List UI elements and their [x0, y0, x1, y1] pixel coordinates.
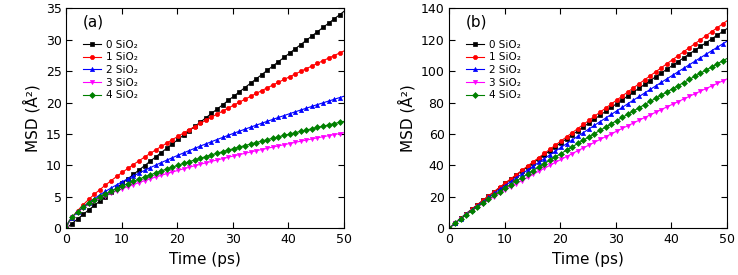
0 SiO₂	[62, 227, 71, 230]
2 SiO₂	[519, 171, 528, 175]
2 SiO₂	[497, 187, 506, 190]
2 SiO₂	[136, 171, 145, 174]
3 SiO₂	[79, 206, 88, 210]
2 SiO₂	[79, 205, 88, 209]
2 SiO₂	[723, 40, 731, 43]
2 SiO₂	[456, 217, 465, 220]
0 SiO₂	[339, 10, 348, 13]
2 SiO₂	[62, 227, 71, 230]
2 SiO₂	[708, 48, 717, 52]
3 SiO₂	[723, 77, 731, 81]
1 SiO₂	[136, 158, 145, 161]
Y-axis label: MSD (Å²): MSD (Å²)	[398, 84, 415, 152]
1 SiO₂	[723, 19, 731, 23]
Line: 3 SiO₂: 3 SiO₂	[447, 77, 729, 230]
3 SiO₂	[699, 88, 708, 92]
Line: 2 SiO₂: 2 SiO₂	[447, 39, 729, 230]
1 SiO₂	[325, 56, 334, 59]
Text: (b): (b)	[466, 15, 488, 30]
0 SiO₂	[519, 168, 528, 172]
4 SiO₂	[316, 125, 325, 128]
2 SiO₂	[73, 210, 82, 214]
Legend: 0 SiO₂, 1 SiO₂, 2 SiO₂, 3 SiO₂, 4 SiO₂: 0 SiO₂, 1 SiO₂, 2 SiO₂, 3 SiO₂, 4 SiO₂	[83, 40, 137, 100]
0 SiO₂	[114, 185, 123, 188]
0 SiO₂	[723, 27, 731, 30]
Line: 4 SiO₂: 4 SiO₂	[64, 119, 346, 230]
3 SiO₂	[136, 180, 145, 184]
0 SiO₂	[325, 20, 334, 24]
1 SiO₂	[62, 227, 71, 230]
4 SiO₂	[445, 227, 454, 230]
X-axis label: Time (ps): Time (ps)	[169, 252, 241, 267]
4 SiO₂	[73, 210, 82, 213]
3 SiO₂	[316, 136, 325, 139]
2 SiO₂	[325, 99, 334, 102]
3 SiO₂	[708, 84, 717, 87]
Y-axis label: MSD (Å²): MSD (Å²)	[23, 84, 40, 152]
4 SiO₂	[519, 175, 528, 178]
2 SiO₂	[316, 102, 325, 105]
2 SiO₂	[445, 227, 454, 230]
1 SiO₂	[699, 36, 708, 39]
0 SiO₂	[497, 185, 506, 188]
4 SiO₂	[325, 123, 334, 126]
0 SiO₂	[316, 28, 325, 31]
0 SiO₂	[456, 216, 465, 220]
3 SiO₂	[339, 131, 348, 134]
4 SiO₂	[456, 217, 465, 221]
1 SiO₂	[519, 167, 528, 171]
1 SiO₂	[708, 29, 717, 32]
Line: 4 SiO₂: 4 SiO₂	[447, 56, 729, 230]
0 SiO₂	[699, 43, 708, 46]
Legend: 0 SiO₂, 1 SiO₂, 2 SiO₂, 3 SiO₂, 4 SiO₂: 0 SiO₂, 1 SiO₂, 2 SiO₂, 3 SiO₂, 4 SiO₂	[466, 40, 520, 100]
3 SiO₂	[519, 178, 528, 182]
2 SiO₂	[462, 213, 471, 216]
4 SiO₂	[497, 189, 506, 192]
3 SiO₂	[456, 217, 465, 220]
3 SiO₂	[325, 134, 334, 137]
0 SiO₂	[462, 212, 471, 215]
4 SiO₂	[136, 177, 145, 180]
1 SiO₂	[114, 174, 123, 177]
Line: 0 SiO₂: 0 SiO₂	[447, 27, 729, 230]
X-axis label: Time (ps): Time (ps)	[552, 252, 624, 267]
4 SiO₂	[79, 206, 88, 209]
4 SiO₂	[462, 213, 471, 216]
3 SiO₂	[445, 227, 454, 230]
1 SiO₂	[73, 209, 82, 212]
4 SiO₂	[699, 70, 708, 73]
Text: (a): (a)	[83, 15, 104, 30]
1 SiO₂	[456, 217, 465, 220]
3 SiO₂	[462, 213, 471, 216]
4 SiO₂	[708, 65, 717, 68]
4 SiO₂	[339, 120, 348, 123]
1 SiO₂	[339, 49, 348, 53]
0 SiO₂	[79, 213, 88, 216]
2 SiO₂	[339, 95, 348, 98]
Line: 1 SiO₂: 1 SiO₂	[64, 49, 346, 230]
1 SiO₂	[316, 60, 325, 64]
0 SiO₂	[136, 167, 145, 170]
3 SiO₂	[73, 210, 82, 214]
1 SiO₂	[445, 227, 454, 230]
1 SiO₂	[497, 185, 506, 188]
Line: 3 SiO₂: 3 SiO₂	[64, 131, 346, 230]
2 SiO₂	[114, 182, 123, 186]
0 SiO₂	[73, 217, 82, 221]
3 SiO₂	[62, 227, 71, 230]
1 SiO₂	[462, 212, 471, 216]
Line: 2 SiO₂: 2 SiO₂	[64, 94, 346, 230]
Line: 0 SiO₂: 0 SiO₂	[64, 9, 346, 230]
0 SiO₂	[708, 36, 717, 40]
0 SiO₂	[445, 227, 454, 230]
4 SiO₂	[62, 227, 71, 230]
1 SiO₂	[79, 203, 88, 207]
Line: 1 SiO₂: 1 SiO₂	[447, 19, 729, 230]
3 SiO₂	[114, 189, 123, 192]
4 SiO₂	[114, 186, 123, 190]
3 SiO₂	[497, 191, 506, 194]
2 SiO₂	[699, 54, 708, 58]
4 SiO₂	[723, 57, 731, 60]
